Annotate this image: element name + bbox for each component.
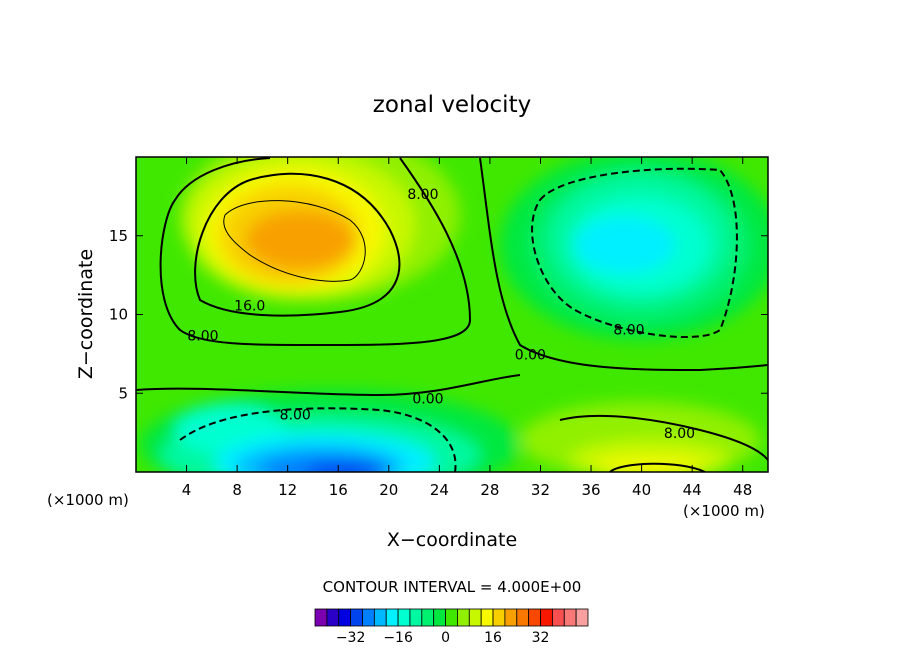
y-tick-label: 10 xyxy=(109,306,128,324)
colorbar-swatch xyxy=(409,608,423,627)
contour-label: 16.0 xyxy=(234,299,265,315)
colorbar: −32 −16 0 16 32 xyxy=(314,608,589,646)
chart-title: zonal velocity xyxy=(373,92,531,118)
contour-label: 8.00 xyxy=(407,187,438,203)
contour-label: 0.00 xyxy=(412,392,443,408)
contour-16-line-lower xyxy=(609,462,706,472)
x-tick-label: 12 xyxy=(278,481,297,499)
colorbar-swatch xyxy=(373,608,387,627)
y-tick-label: 15 xyxy=(109,227,128,245)
contour-8-line-lower xyxy=(559,414,768,461)
x-tick-label: 8 xyxy=(232,481,242,499)
contour-16-line xyxy=(194,172,401,317)
contour-label: 8.00 xyxy=(187,329,218,345)
colorbar-swatch xyxy=(385,608,399,627)
colorbar-swatch xyxy=(468,608,482,627)
contour-interval-label: CONTOUR INTERVAL = 4.000E+00 xyxy=(323,578,582,596)
colorbar-swatch xyxy=(326,608,340,627)
contour-lines xyxy=(136,157,768,472)
contour-0-line-upper xyxy=(479,157,768,372)
x-axis: 4 8 12 16 20 24 28 32 36 40 44 48 xyxy=(182,157,752,499)
x-tick-label: 44 xyxy=(683,481,702,499)
colorbar-tick-label: −16 xyxy=(383,630,413,646)
colorbar-swatch xyxy=(433,608,446,627)
x-tick-label: 32 xyxy=(531,481,550,499)
x-axis-label: X−coordinate xyxy=(387,529,517,551)
x-unit-left: (×1000 m) xyxy=(47,491,129,509)
x-tick-label: 36 xyxy=(581,481,600,499)
colorbar-tick-label: 16 xyxy=(484,630,502,646)
colorbar-swatch xyxy=(457,608,470,627)
colorbar-tick-label: −32 xyxy=(336,630,366,646)
y-axis: 5 10 15 xyxy=(109,227,768,402)
colorbar-swatch xyxy=(504,608,518,627)
contour-labels: 16.0 8.00 8.00 0.00 0.00 8.00 8.00 8.00 xyxy=(187,187,695,442)
colorbar-swatch xyxy=(421,608,435,627)
x-tick-label: 28 xyxy=(480,481,499,499)
x-tick-label: 40 xyxy=(632,481,651,499)
contour-label: 8.00 xyxy=(280,407,311,423)
contour-20-line xyxy=(223,200,366,282)
colorbar-swatch xyxy=(516,608,530,627)
x-tick-label: 48 xyxy=(733,481,752,499)
colorbar-swatch xyxy=(362,608,375,627)
contour-8-line xyxy=(159,157,472,346)
contour-0-line-lower xyxy=(136,374,521,397)
colorbar-swatch xyxy=(575,608,589,627)
colorbar-swatch xyxy=(551,608,565,627)
contour-label: 8.00 xyxy=(613,322,644,338)
colorbar-swatch xyxy=(445,608,458,627)
colorbar-swatch xyxy=(397,608,411,627)
y-axis-label: Z−coordinate xyxy=(75,249,97,379)
x-tick-label: 16 xyxy=(329,481,348,499)
x-tick-label: 24 xyxy=(430,481,449,499)
contour-neg-8-line-lower xyxy=(179,407,457,472)
colorbar-tick-label: 32 xyxy=(532,630,550,646)
contour-label: 0.00 xyxy=(515,347,546,363)
x-tick-label: 20 xyxy=(379,481,398,499)
x-unit-right: (×1000 m) xyxy=(683,502,765,520)
contour-label: 8.00 xyxy=(664,426,695,442)
contour-neg-8-line xyxy=(531,167,738,339)
colorbar-swatch xyxy=(480,608,494,627)
x-tick-label: 4 xyxy=(182,481,192,499)
colorbar-swatch xyxy=(350,608,363,627)
colorbar-swatch xyxy=(540,608,553,627)
colorbar-swatch xyxy=(492,608,506,627)
colorbar-tick-label: 0 xyxy=(441,630,450,646)
colorbar-swatch xyxy=(563,608,577,627)
contour-field xyxy=(136,157,768,472)
y-tick-label: 5 xyxy=(118,384,128,402)
colorbar-swatch xyxy=(528,608,541,627)
colorbar-swatch xyxy=(314,608,328,627)
colorbar-swatch xyxy=(338,608,352,627)
